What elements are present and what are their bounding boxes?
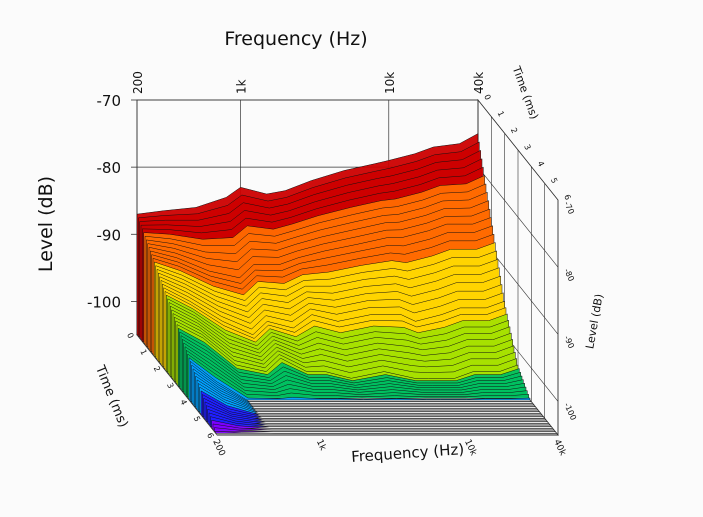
x-tick-label-bottom: 10k xyxy=(462,438,478,458)
waterfall-slice xyxy=(175,320,517,384)
z-axis-title-front: Time (ms) xyxy=(92,363,131,430)
x-tick-label-bottom: 1k xyxy=(314,438,328,453)
z-tick-label-right: 0 xyxy=(482,93,492,101)
z-tick-label-front: 2 xyxy=(152,365,162,373)
waterfall-slice xyxy=(210,416,552,427)
y-tick-label-right: -100 xyxy=(562,401,578,421)
x-axis-title-top: Frequency (Hz) xyxy=(224,28,367,50)
waterfall-slice xyxy=(211,419,553,429)
z-tick-label-right: 4 xyxy=(536,160,546,168)
z-tick-label-front: 6 xyxy=(205,431,215,439)
z-tick-label-front: 1 xyxy=(138,348,148,356)
z-tick-label-front: 0 xyxy=(125,331,135,339)
y-tick-label: -90 xyxy=(97,226,122,244)
tick-labels: -70-80-90-1002002001k1k10k10k40k40k00112… xyxy=(87,71,578,458)
waterfall-slice xyxy=(215,431,557,434)
x-axis-title-bottom: Frequency (Hz) xyxy=(351,440,465,466)
x-tick-label-top: 200 xyxy=(131,71,145,94)
y-tick-label: -100 xyxy=(87,293,121,311)
waterfall-slice xyxy=(174,316,516,382)
z-tick-label-front: 5 xyxy=(192,415,202,423)
x-tick-label-bottom: 40k xyxy=(551,438,567,458)
side-hgridline xyxy=(477,99,559,201)
z-axis-title-right: Time (ms) xyxy=(509,64,541,121)
y-tick-label: -80 xyxy=(97,159,122,177)
x-tick-label-top: 10k xyxy=(383,72,397,94)
waterfall-slice xyxy=(214,427,556,432)
x-tick-label-top: 40k xyxy=(472,72,486,94)
z-tick-label-right: 3 xyxy=(522,143,532,151)
z-tick-label-front: 3 xyxy=(165,381,175,389)
z-tick-label-right: 1 xyxy=(496,110,506,118)
waterfall-slice xyxy=(212,423,554,431)
y-tick-label: -70 xyxy=(97,92,122,110)
y-axis-title-right: Level (dB) xyxy=(583,293,605,350)
z-tick-label-front: 4 xyxy=(178,398,188,406)
side-hgridline xyxy=(477,166,559,268)
z-tick-label-right: 5 xyxy=(549,176,559,184)
z-tick-label-right: 6 xyxy=(562,193,572,201)
z-tick-label-right: 2 xyxy=(509,126,519,134)
y-tick-label-right: -90 xyxy=(562,334,576,350)
y-tick-label-right: -80 xyxy=(562,267,576,283)
x-tick-label-bottom: 200 xyxy=(210,438,226,458)
x-tick-label-top: 1k xyxy=(235,79,249,94)
y-tick-label-right: -70 xyxy=(562,200,576,216)
y-axis-title: Level (dB) xyxy=(35,176,57,272)
waterfall-slices xyxy=(136,133,558,436)
